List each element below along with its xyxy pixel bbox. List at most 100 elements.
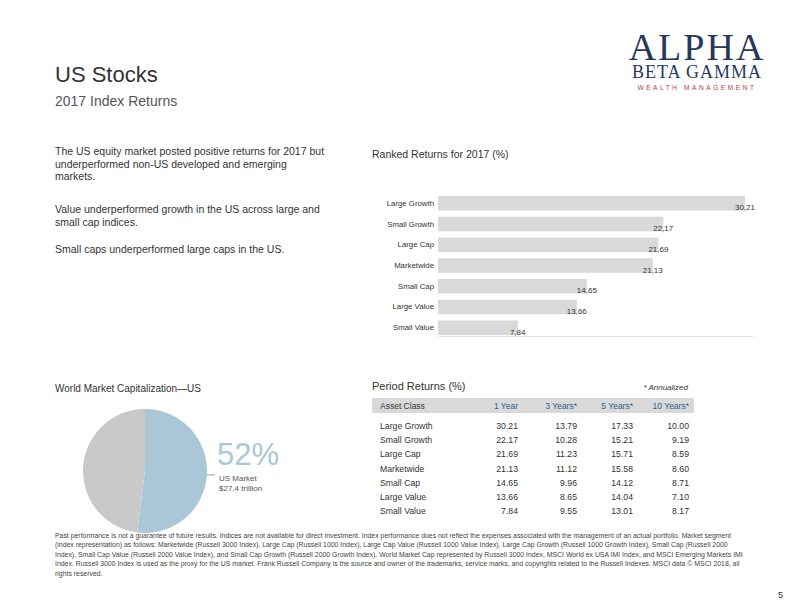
category-label: Large Value [393,302,434,311]
table-cell: 10.28 [555,435,577,445]
table-cell: 15.21 [611,435,633,445]
table-cell: 11.23 [556,449,577,459]
logo-line3: WEALTH MANAGEMENT [637,84,756,91]
table-cell: 9.55 [560,506,577,516]
tick: Large Growth [387,199,438,208]
category-label: Marketwide [394,261,434,270]
table-cell: 8.17 [672,506,689,516]
pie-chart: World Market Capitalization—US 52% US Mark… [55,383,279,533]
pie-labels: 52% US Market$27.4 trillion [207,437,279,493]
table-cell: 22.17 [496,435,518,445]
table-cell: 13.79 [555,421,577,431]
table-cell: 17.33 [611,421,633,431]
bar [438,238,658,253]
category-axis: Large Growth Small Growth Large Cap Marketw… [387,196,439,337]
table-header: Asset Class [380,401,425,411]
tick: Marketwide [394,261,438,270]
annotation: $27.4 trillion [219,484,262,493]
table-cell: 8.65 [560,492,577,502]
data-label: 13,66 [567,307,588,316]
tick: Small Growth [387,220,438,229]
table-cell: 21.13 [496,464,518,474]
table-cell: 14.65 [496,478,518,488]
value-axis [439,336,754,337]
category-label: Small Cap [398,282,435,291]
tick: Small Cap [398,282,438,291]
category-axis-line [438,196,439,337]
table-cell: 21.69 [496,449,518,459]
data-label: 7,84 [510,328,526,337]
data-label: 52% [217,437,279,472]
title: US Stocks [55,62,158,87]
table-cell: 10.00 [667,421,689,431]
paragraph: The US equity market posted positive ret… [55,145,327,183]
logo-line2: BETA GAMMA [632,62,762,82]
bar [438,279,587,294]
bar [438,320,518,335]
category-label: Small Growth [387,220,434,229]
category-label: US Market [219,474,258,483]
logo: ALPHABETA GAMMAWEALTH MANAGEMENT [629,26,766,91]
category-label: Small Value [393,323,434,332]
bar [438,196,745,211]
subtitle: 2017 Index Returns [55,93,177,109]
bar [438,300,577,315]
chart-title: Ranked Returns for 2017 (%) [372,148,509,160]
tick: Large Value [393,302,438,311]
table-cell: 14.12 [611,478,633,488]
table-cell: 9.96 [560,478,577,488]
category-label: Large Cap [398,240,435,249]
paragraph: Value underperformed growth in the US ac… [55,203,327,228]
data-label: 21,13 [643,266,664,275]
table-cell: 14.04 [611,492,633,502]
bar [438,217,663,232]
tick: Large Cap [398,240,438,249]
data-label: 30,21 [735,203,756,212]
table-row-label: Small Cap [380,478,420,488]
table-header: 5 Years* [601,401,633,411]
tick: Small Value [393,323,438,332]
leader-line [207,474,215,475]
bar [438,258,653,273]
slide: US Stocks2017 Index ReturnsALPHABETA GAM… [0,0,792,612]
category-label: Large Growth [387,199,434,208]
table: Period Returns (%) * Annualized Asset Clas… [372,380,694,516]
table-cell: 13.01 [611,506,633,516]
table-header: 3 Years* [545,401,577,411]
table-row-label: Large Value [380,492,426,502]
footnote: Past performance is not a guarantee of f… [55,531,745,578]
slices [83,409,207,533]
data-labels: 30,21 22,17 21,69 21,13 14,65 13,66 7,84 [510,203,756,336]
paragraph: Small caps underperformed large caps in … [55,243,327,256]
slice [83,409,145,533]
table-cell: 15.71 [611,449,633,459]
table-header-bg [372,398,694,413]
bars [438,196,745,335]
bar-chart: Ranked Returns for 2017 (%) Large Growth S… [372,148,756,337]
page-number: 5 [778,590,783,600]
table-header: 1 Year [494,401,518,411]
table-cell: 8.60 [672,464,689,474]
value-axis-line [439,336,754,337]
table-cell: 7.10 [672,492,689,502]
table-cell: 7.84 [501,506,518,516]
table-title: Period Returns (%) [372,380,466,392]
chart-title: World Market Capitalization—US [55,383,201,394]
table-row-label: Small Value [380,506,426,516]
table-row-label: Large Cap [380,449,421,459]
table-row-label: Large Growth [380,421,433,431]
table-cell: 11.12 [556,464,577,474]
data-label: 14,65 [577,286,598,295]
table-cell: 13.66 [496,492,518,502]
table-cell: 8.71 [672,478,689,488]
table-row-label: Marketwide [380,464,425,474]
table-note: * Annualized [643,383,688,392]
slice [137,409,207,533]
data-label: 21,69 [648,245,669,254]
table-row-label: Small Growth [380,435,432,445]
data-label: 22,17 [653,224,674,233]
table-cell: 30.21 [496,421,518,431]
table-cell: 15.58 [611,464,633,474]
table-cell: 9.19 [672,435,689,445]
table-cell: 8.59 [672,449,689,459]
